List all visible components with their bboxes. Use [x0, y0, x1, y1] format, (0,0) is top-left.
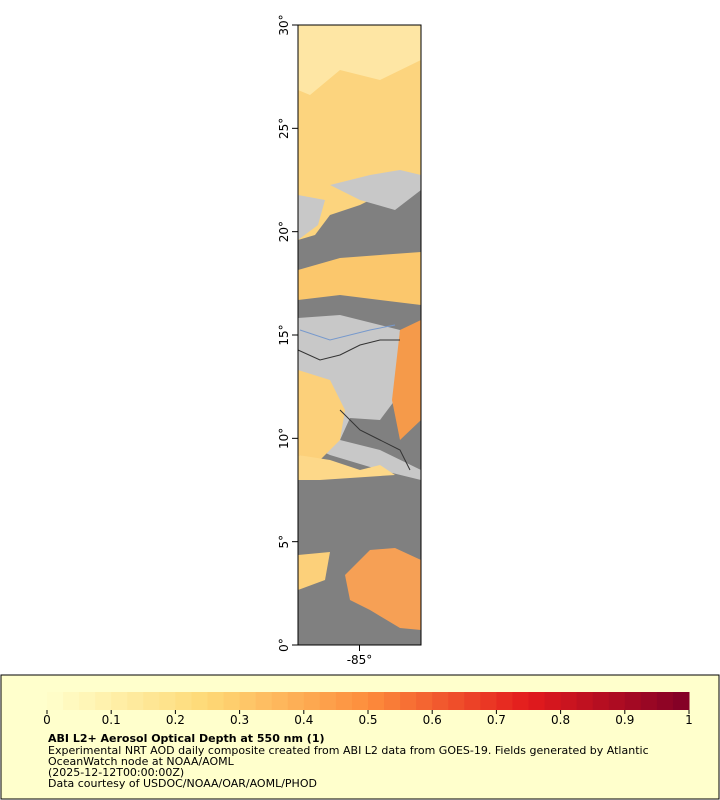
colorbar-swatch	[656, 692, 674, 710]
aod-field	[298, 25, 421, 95]
colorbar-swatch	[496, 692, 513, 710]
colorbar-swatch	[191, 692, 208, 710]
aod-field	[298, 252, 421, 305]
y-tick-label: 25°	[277, 118, 291, 139]
colorbar-tick-label: 0.9	[615, 713, 634, 727]
legend-line: Experimental NRT AOD daily composite cre…	[48, 744, 649, 757]
colorbar-swatch	[576, 692, 594, 710]
legend-title: ABI L2+ Aerosol Optical Depth at 550 nm …	[48, 732, 325, 745]
legend-line: (2025-12-12T00:00:00Z)	[48, 766, 184, 779]
colorbar-tick-label: 0.8	[551, 713, 570, 727]
colorbar-swatch	[480, 692, 497, 710]
aod-field	[345, 548, 421, 630]
map-image	[297, 25, 421, 645]
aod-field	[298, 552, 330, 590]
colorbar-tick-label: 0.1	[102, 713, 121, 727]
x-tick-label: -85°	[347, 653, 373, 667]
colorbar-tick-label: 0.7	[487, 713, 506, 727]
colorbar-tick-label: 0.6	[423, 713, 442, 727]
colorbar-swatch	[223, 692, 241, 710]
y-tick-label: 30°	[277, 14, 291, 35]
colorbar-swatch	[672, 692, 690, 710]
colorbar-swatch	[175, 692, 192, 710]
legend-line: OceanWatch node at NOAA/AOML	[48, 755, 235, 768]
colorbar-swatch	[63, 692, 80, 710]
colorbar-swatch	[448, 692, 465, 710]
y-tick-label: 5°	[277, 535, 291, 549]
colorbar-swatch	[159, 692, 176, 710]
aod-field	[392, 320, 421, 440]
colorbar-swatch	[127, 692, 144, 710]
colorbar-swatch	[608, 692, 626, 710]
colorbar-tick-label: 0	[43, 713, 51, 727]
colorbar-swatch	[47, 692, 64, 710]
colorbar-swatch	[95, 692, 112, 710]
aod-field	[298, 370, 345, 460]
colorbar-swatch	[624, 692, 642, 710]
colorbar-swatch	[255, 692, 273, 710]
colorbar-swatch	[512, 692, 529, 710]
colorbar-swatch	[368, 692, 385, 710]
colorbar-swatch	[592, 692, 610, 710]
colorbar-swatch	[464, 692, 481, 710]
colorbar-tick-label: 0.3	[230, 713, 249, 727]
y-tick-label: 15°	[277, 324, 291, 345]
colorbar-swatch	[416, 692, 433, 710]
colorbar-swatch	[207, 692, 225, 710]
colorbar-swatch	[287, 692, 305, 710]
colorbar-swatch	[111, 692, 128, 710]
colorbar-swatch	[319, 692, 337, 710]
colorbar-tick-label: 0.4	[294, 713, 313, 727]
colorbar-swatch	[303, 692, 321, 710]
colorbar-swatch	[400, 692, 417, 710]
land-no-data	[330, 170, 421, 210]
land-no-data	[298, 195, 325, 240]
colorbar-swatch	[560, 692, 578, 710]
colorbar-swatch	[640, 692, 658, 710]
border	[297, 339, 400, 361]
colorbar-swatch	[528, 692, 546, 710]
colorbar-tick-label: 1	[685, 713, 693, 727]
y-tick-label: 0°	[277, 638, 291, 652]
colorbar-swatch	[79, 692, 96, 710]
river	[299, 324, 396, 341]
legend-line: Data courtesy of USDOC/NOAA/OAR/AOML/PHO…	[48, 777, 317, 790]
y-tick-label: 10°	[277, 428, 291, 449]
colorbar-swatch	[351, 692, 369, 710]
border	[339, 409, 411, 471]
colorbar-swatch	[143, 692, 160, 710]
colorbar-swatch	[335, 692, 353, 710]
aod-field	[298, 455, 395, 480]
colorbar-swatch	[432, 692, 449, 710]
colorbar-swatch	[384, 692, 401, 710]
y-tick-label: 20°	[277, 221, 291, 242]
colorbar-swatch	[271, 692, 289, 710]
colorbar-swatch	[544, 692, 562, 710]
colorbar-tick-label: 0.2	[166, 713, 185, 727]
colorbar-tick-label: 0.5	[358, 713, 377, 727]
colorbar-swatch	[239, 692, 257, 710]
